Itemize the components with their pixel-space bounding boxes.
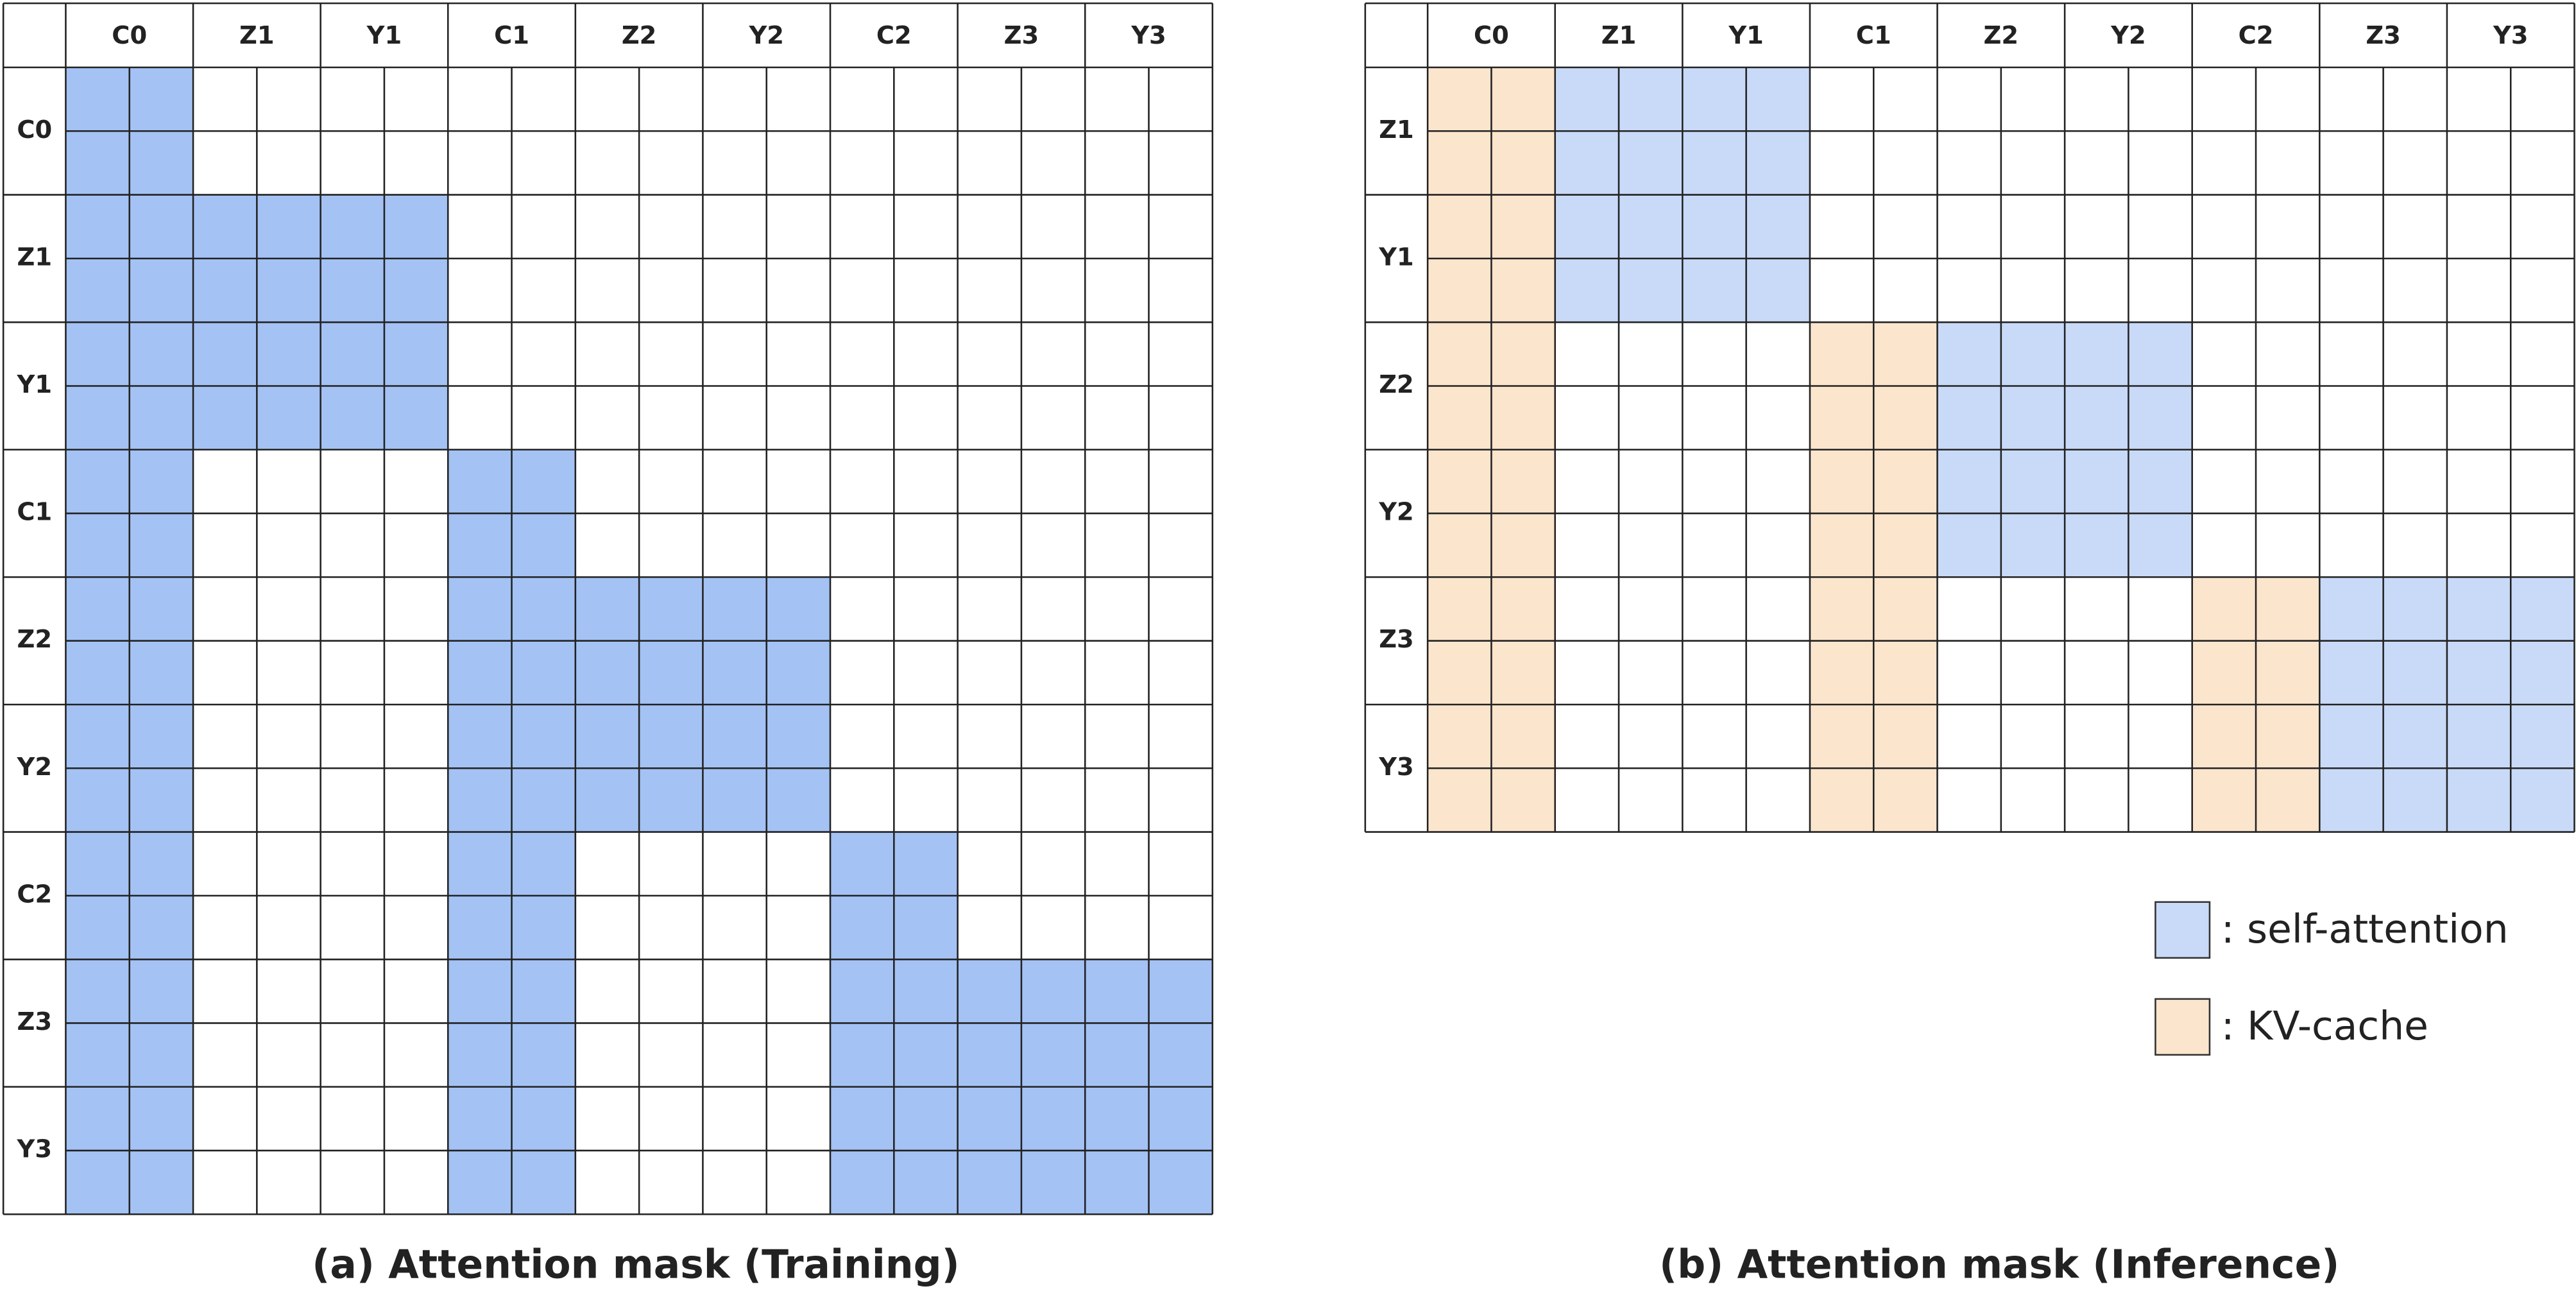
column-label: C1 xyxy=(494,21,529,50)
column-label: C0 xyxy=(1474,21,1509,50)
row-label: Y2 xyxy=(17,753,53,782)
column-label: Y2 xyxy=(2110,21,2146,50)
caption: (b) Attention mask (Inference) xyxy=(1659,1242,2339,1287)
column-label: Y1 xyxy=(366,21,402,50)
row-label: Y1 xyxy=(17,370,53,399)
column-label: C0 xyxy=(112,21,147,50)
row-label: Y2 xyxy=(1378,498,1414,527)
row-label: C0 xyxy=(17,116,52,144)
column-label: Y1 xyxy=(1728,21,1764,50)
column-label: Z2 xyxy=(1984,21,2019,50)
row-label: Z2 xyxy=(17,625,53,654)
legend-swatch xyxy=(2154,901,2211,959)
row-label: Z3 xyxy=(1379,625,1414,654)
row-label: C1 xyxy=(17,498,52,527)
column-label: C2 xyxy=(2239,21,2274,50)
column-label: Z1 xyxy=(239,21,275,50)
legend-label: : KV-cache xyxy=(2221,1004,2428,1049)
column-label: Y2 xyxy=(748,21,784,50)
column-label: Z3 xyxy=(1004,21,1039,50)
column-label: Y3 xyxy=(1130,21,1166,50)
column-label: Y3 xyxy=(2493,21,2529,50)
column-label: Z1 xyxy=(1601,21,1637,50)
row-label: Y3 xyxy=(17,1135,53,1164)
row-label: C2 xyxy=(17,880,52,909)
column-label: C2 xyxy=(876,21,912,50)
row-label: Z3 xyxy=(17,1007,53,1036)
caption: (a) Attention mask (Training) xyxy=(312,1242,959,1287)
legend-label: : self-attention xyxy=(2221,907,2509,952)
row-label: Y1 xyxy=(1378,243,1414,271)
column-label: Z3 xyxy=(2366,21,2401,50)
row-label: Y3 xyxy=(1378,753,1414,782)
column-label: Z2 xyxy=(622,21,657,50)
row-label: Z1 xyxy=(17,243,53,271)
legend-swatch xyxy=(2154,998,2211,1056)
row-label: Z1 xyxy=(1379,116,1414,144)
column-label: C1 xyxy=(1856,21,1891,50)
row-label: Z2 xyxy=(1379,370,1414,399)
